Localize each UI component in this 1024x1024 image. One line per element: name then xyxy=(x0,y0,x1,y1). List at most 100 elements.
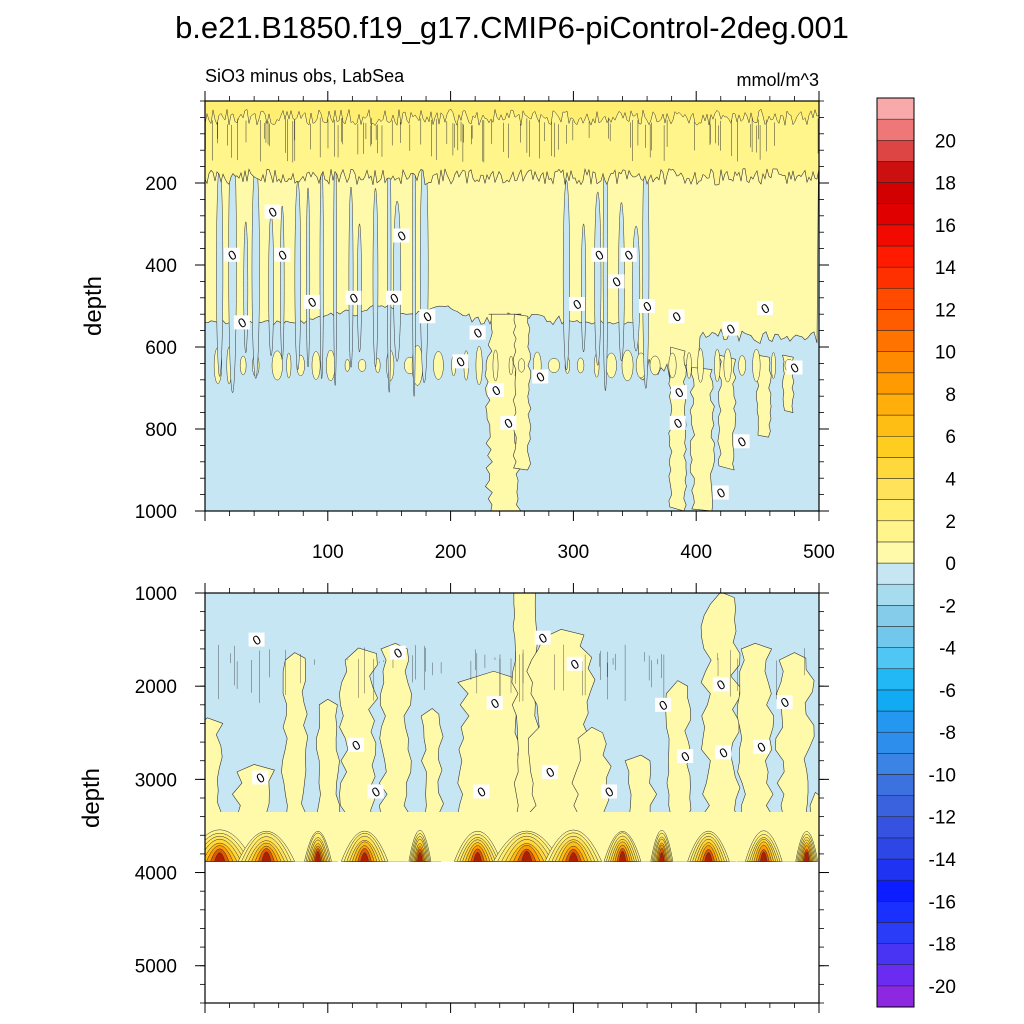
upper-zero-label: 0 xyxy=(669,415,686,432)
upper-x-tick-label: 100 xyxy=(312,542,344,563)
upper-positive-spot xyxy=(508,355,514,376)
lower-zero-label-bg xyxy=(715,745,732,760)
upper-negative-finger xyxy=(216,164,224,377)
upper-negative-finger xyxy=(632,225,641,352)
upper-positive-spot xyxy=(723,348,732,383)
upper-zero-label-bg xyxy=(639,299,656,313)
colorbar-tick-label: -2 xyxy=(939,596,956,617)
colorbar-tick-label: -16 xyxy=(929,892,956,913)
lower-zero-label: 0 xyxy=(715,744,732,761)
lower-y-tick-label: 5000 xyxy=(135,957,177,978)
upper-negative-finger xyxy=(333,143,337,386)
upper-zero-label: 0 xyxy=(419,308,436,325)
lower-zero-label: 0 xyxy=(601,784,618,800)
colorbar-swatch xyxy=(876,182,915,204)
upper-negative-finger xyxy=(393,200,402,362)
upper-zero-label-bg xyxy=(712,485,729,500)
upper-zero-label: 0 xyxy=(393,228,410,244)
lower-anomaly-cell xyxy=(618,850,627,862)
lower-zero-label-bg xyxy=(542,764,559,779)
upper-zero-label-bg xyxy=(488,383,505,398)
lower-y-tick-label: 1000 xyxy=(135,584,177,605)
upper-zero-label: 0 xyxy=(224,247,241,263)
colorbar-tick-label: 0 xyxy=(945,554,956,575)
lower-zero-label: 0 xyxy=(753,739,770,755)
upper-negative-finger xyxy=(357,223,362,353)
upper-zero-label: 0 xyxy=(264,204,281,220)
colorbar-swatch xyxy=(876,161,915,183)
colorbar-swatch xyxy=(876,414,915,437)
upper-zero-label: 0 xyxy=(608,274,625,290)
lower-zero-label: 0 xyxy=(248,632,265,648)
upper-x-tick-label: 200 xyxy=(435,542,467,563)
upper-negative-finger xyxy=(348,186,354,368)
lower-zero-label-bg xyxy=(248,632,265,647)
colorbar-swatch xyxy=(876,97,915,120)
upper-positive-band xyxy=(205,101,819,186)
upper-zero-label-bg xyxy=(274,247,291,262)
upper-positive-spot xyxy=(771,352,776,379)
upper-zero-label: 0 xyxy=(345,290,362,307)
upper-positive-spot xyxy=(686,352,692,379)
upper-zero-label-bg xyxy=(452,354,469,369)
panel-subtitle-left: SiO3 minus obs, LabSea xyxy=(205,66,405,86)
upper-zero-label: 0 xyxy=(488,382,505,399)
colorbar-swatch xyxy=(876,499,915,522)
colorbar-swatch xyxy=(876,245,915,268)
upper-positive-spot xyxy=(605,352,617,379)
upper-positive-patch xyxy=(689,367,715,511)
colorbar-swatch xyxy=(876,140,915,162)
colorbar-swatch xyxy=(876,330,915,352)
upper-positive-spot xyxy=(239,355,247,376)
upper-x-tick-label: 400 xyxy=(680,542,712,563)
upper-positive-spot xyxy=(649,355,661,376)
upper-zero-label: 0 xyxy=(591,247,608,263)
lower-zero-label: 0 xyxy=(776,694,793,711)
lower-y-tick-label: 3000 xyxy=(135,770,177,791)
upper-zero-label: 0 xyxy=(469,325,486,341)
upper-positive-spot xyxy=(517,358,526,373)
colorbar-swatch xyxy=(876,372,915,395)
lower-zero-label: 0 xyxy=(534,630,551,646)
upper-zero-label-bg xyxy=(668,309,685,324)
colorbar-swatch xyxy=(876,964,915,987)
upper-negative-finger xyxy=(243,221,249,354)
upper-positive-spot xyxy=(577,357,585,374)
panel-units: mmol/m^3 xyxy=(737,70,819,90)
upper-positive-spot xyxy=(492,349,499,382)
colorbar-swatch xyxy=(876,710,915,733)
upper-zero-label: 0 xyxy=(722,321,739,337)
upper-zero-label: 0 xyxy=(303,294,320,311)
colorbar-tick-label: 8 xyxy=(945,385,956,406)
upper-positive-spot xyxy=(752,349,761,382)
colorbar-swatch xyxy=(876,689,915,712)
colorbar-swatch xyxy=(876,774,915,796)
colorbar-tick-label: 6 xyxy=(945,427,956,448)
colorbar-tick-label: 18 xyxy=(935,174,956,195)
upper-zero-label-bg xyxy=(733,434,750,449)
upper-y-tick-label: 600 xyxy=(145,338,177,359)
upper-zero-label-bg xyxy=(669,415,686,430)
lower-anomaly-cell xyxy=(760,851,768,862)
upper-negative-finger xyxy=(372,188,379,368)
colorbar-swatch xyxy=(876,266,915,289)
colorbar-swatch xyxy=(876,583,915,606)
upper-negative-finger xyxy=(268,214,274,357)
colorbar-swatch xyxy=(876,795,915,817)
colorbar-tick-label: 20 xyxy=(935,131,956,152)
colorbar-swatch xyxy=(876,816,915,839)
colorbar-swatch xyxy=(876,288,915,310)
upper-negative-finger xyxy=(306,187,311,368)
colorbar-tick-label: 4 xyxy=(945,470,956,491)
lower-zero-label-bg xyxy=(486,695,503,710)
upper-zero-label-bg xyxy=(386,290,403,305)
lower-zero-label-bg xyxy=(534,630,551,645)
colorbar-tick-label: -6 xyxy=(939,681,956,702)
upper-positive-spot xyxy=(344,359,351,372)
colorbar-swatch xyxy=(876,605,915,627)
lower-zero-label-bg xyxy=(776,695,793,710)
upper-zero-label-bg xyxy=(620,247,637,262)
upper-zero-label-bg xyxy=(419,309,436,324)
upper-negative-finger xyxy=(562,180,570,371)
